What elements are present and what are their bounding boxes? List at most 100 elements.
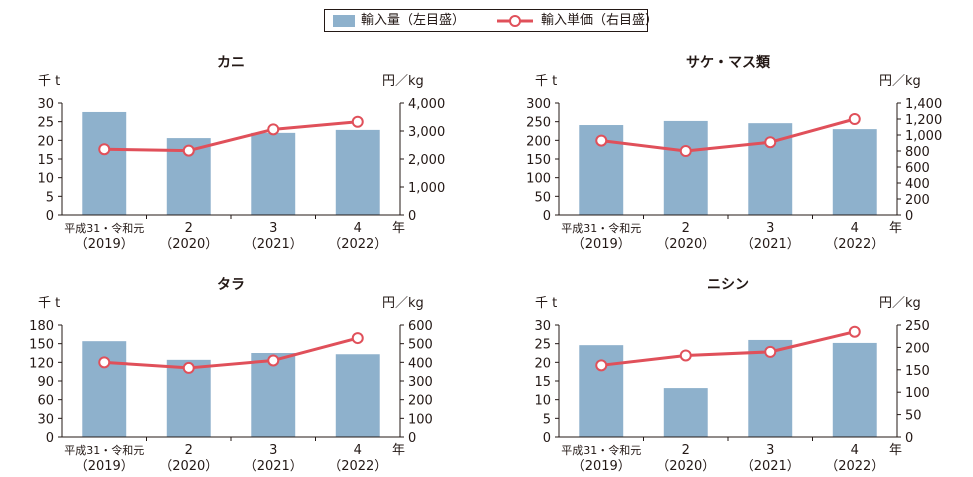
price-point-2 [182,144,195,157]
legend-line-label: 輸入単価（右目盛） [541,13,659,28]
x-tick-label: 2 [185,221,193,236]
y-tick-label: 0 [543,209,551,224]
y-tick-label: 25 [37,116,54,131]
y-tick-label: 60 [37,394,54,409]
y-axis-label: 千 t [535,296,557,311]
price-point-4 [848,325,861,338]
x-axis-unit: 年 [889,443,902,458]
y-axis-label: 千 t [38,296,60,311]
x-tick-sublabel: （2022） [328,459,387,474]
y-tick-label: 30 [37,412,54,427]
y-tick-label: 150 [526,153,551,168]
price-point-3 [764,345,777,358]
y2-tick-label: 600 [408,319,433,334]
y2-tick-label: 400 [905,177,930,192]
y2-tick-label: 600 [905,161,930,176]
y-axis-label: 千 t [38,74,60,89]
y2-tick-label: 300 [408,375,433,390]
x-tick-label: 4 [354,443,362,458]
x-tick-label: 2 [682,221,690,236]
y2-tick-label: 100 [408,412,433,427]
x-tick-sublabel: （2021） [741,237,800,252]
y2-tick-label: 200 [905,341,930,356]
x-tick-label: 3 [269,443,277,458]
x-tick-sublabel: （2022） [328,237,387,252]
y2-tick-label: 50 [905,409,922,424]
y-tick-label: 200 [526,134,551,149]
y-tick-label: 180 [29,319,54,334]
y-tick-label: 15 [37,153,54,168]
y2-axis-label: 円／kg [382,296,424,311]
price-point-2 [679,145,692,157]
y-tick-label: 10 [534,394,551,409]
bar-4 [832,129,877,215]
y-tick-label: 120 [29,356,54,371]
x-tick-sublabel: （2021） [741,459,800,474]
chart-title: サケ・マス類 [686,55,771,71]
y2-tick-label: 4,000 [408,97,445,112]
legend-bar-swatch [333,15,355,27]
x-tick-label: 3 [766,221,774,236]
y2-tick-label: 800 [905,145,930,160]
y-tick-label: 300 [526,97,551,112]
y2-tick-label: 1,200 [905,113,942,128]
y2-axis-label: 円／kg [382,74,424,89]
bar-3 [251,353,296,437]
y-tick-label: 10 [37,172,54,187]
price-line [104,336,359,370]
price-point-1 [98,143,111,156]
price-point-4 [848,113,861,125]
y-tick-label: 5 [543,412,551,427]
x-tick-label: 平成31・令和元 [561,443,641,457]
y2-tick-label: 0 [905,431,913,446]
x-tick-label: 4 [354,221,362,236]
y2-tick-label: 250 [905,319,930,334]
y2-tick-label: 150 [905,364,930,379]
x-tick-sublabel: （2019） [75,459,134,474]
x-axis-unit: 年 [392,443,405,458]
x-tick-sublabel: （2021） [244,237,303,252]
x-tick-sublabel: （2020） [656,459,715,474]
price-line [601,330,856,367]
y2-tick-label: 2,000 [408,153,445,168]
bar-2 [663,388,708,437]
price-point-3 [764,136,777,149]
y-tick-label: 5 [46,190,54,205]
chart-1: カニ千 t 円／kg 0 5 10 15 20 25 30 0 1,000 2,000 3,000 4,0… [37,55,445,252]
x-tick-sublabel: （2022） [825,237,884,252]
y2-axis-label: 円／kg [879,74,921,89]
legend: 輸入量（左目盛） 輸入単価（右目盛） [324,9,658,32]
y-tick-label: 25 [534,338,551,353]
x-tick-label: 4 [851,221,859,236]
bar-1 [82,111,127,215]
y-tick-label: 30 [534,319,551,334]
x-tick-label: 平成31・令和元 [561,221,641,235]
bar-1 [579,345,624,437]
price-point-1 [98,356,111,369]
y2-tick-label: 0 [905,209,913,224]
legend-line-marker-icon [497,15,533,27]
bar-4 [832,342,877,437]
y2-tick-label: 1,400 [905,97,942,112]
bar-4 [335,129,380,215]
y-tick-label: 0 [543,431,551,446]
y-tick-label: 90 [37,375,54,390]
x-tick-label: 平成31・令和元 [64,443,144,457]
y2-tick-label: 0 [408,209,416,224]
x-tick-sublabel: （2022） [825,459,884,474]
bar-1 [82,341,127,437]
x-tick-sublabel: （2019） [75,237,134,252]
y2-tick-label: 100 [905,386,930,401]
y-tick-label: 0 [46,209,54,224]
bar-3 [251,132,296,215]
bar-4 [335,354,380,437]
y-tick-label: 0 [46,431,54,446]
price-point-1 [595,359,608,372]
y-tick-label: 250 [526,116,551,131]
y-tick-label: 150 [29,338,54,353]
y-tick-label: 50 [534,190,551,205]
price-line [601,117,856,153]
chart-title: ニシン [707,277,749,293]
x-tick-sublabel: （2019） [572,459,631,474]
